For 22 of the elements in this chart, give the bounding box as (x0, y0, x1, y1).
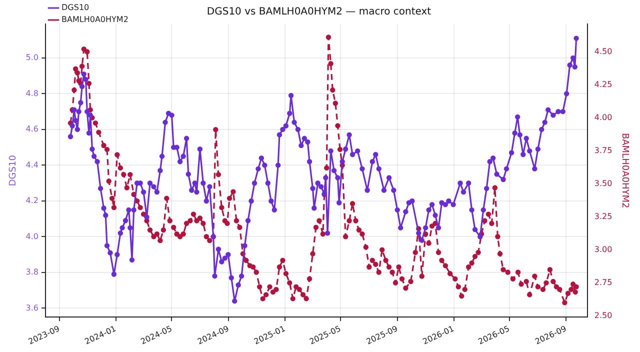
chart-title: DGS10 vs BAMLH0A0HYM2 — macro context (206, 6, 432, 18)
y-tick-label: 4.6 (26, 124, 39, 134)
y-tick-label: 3.8 (26, 268, 39, 277)
y-axis-title: DGS10 (8, 154, 19, 186)
y2-tick-label: 4.50 (594, 46, 612, 56)
legend-label: BAMLH0A0HYM2 (62, 15, 128, 24)
y-tick-label: 4.8 (26, 88, 39, 98)
y-tick-label: 4.4 (26, 160, 39, 170)
y2-tick-label: 4.25 (594, 80, 612, 89)
y2-axis-title: BAMLH0A0HYM2 (619, 132, 630, 208)
y2-tick-label: 2.50 (594, 310, 612, 320)
y2-tick-label: 4.00 (594, 112, 612, 122)
y-tick-label: 4.0 (26, 232, 39, 241)
y2-tick-label: 3.25 (594, 212, 612, 221)
y-tick-label: 5.0 (26, 53, 39, 62)
legend-label: DGS10 (62, 3, 90, 12)
y2-tick-label: 3.00 (594, 244, 612, 254)
y-tick-label: 3.6 (26, 303, 39, 312)
y-tick-label: 4.2 (26, 196, 39, 206)
y2-tick-label: 3.50 (594, 178, 612, 188)
y2-tick-label: 3.75 (594, 146, 612, 155)
y2-tick-label: 2.75 (594, 278, 612, 287)
